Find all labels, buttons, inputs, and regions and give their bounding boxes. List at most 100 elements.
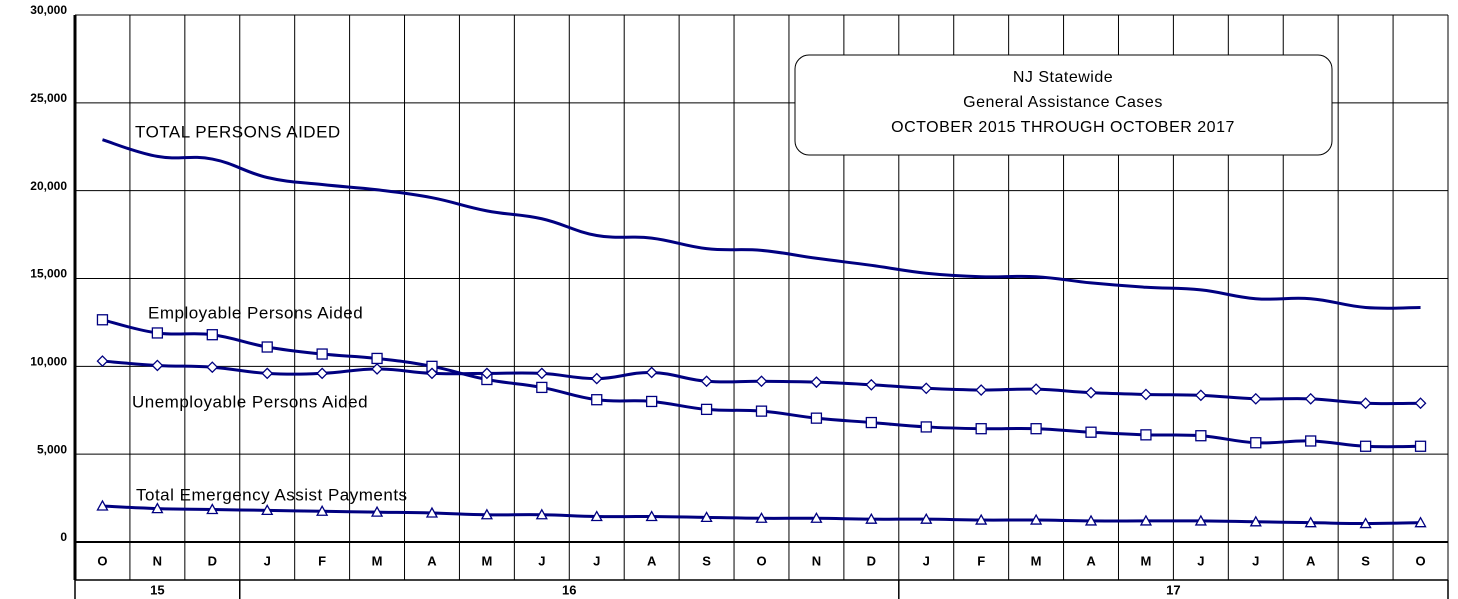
marker	[316, 367, 329, 380]
marker	[1250, 437, 1262, 449]
series-label: TOTAL PERSONS AIDED	[135, 122, 341, 141]
marker	[975, 423, 987, 435]
series-label: Unemployable Persons Aided	[132, 392, 368, 411]
marker	[975, 384, 988, 396]
marker	[535, 508, 548, 520]
marker	[920, 512, 933, 524]
marker	[1305, 435, 1317, 447]
marker	[755, 511, 768, 523]
x-tick-label: A	[1306, 553, 1316, 568]
marker	[480, 508, 494, 520]
marker	[1029, 513, 1043, 525]
marker	[1084, 514, 1098, 526]
y-tick-label: 5,000	[37, 442, 67, 456]
marker	[646, 395, 658, 408]
marker	[920, 421, 932, 433]
chart-title: NJ Statewide	[1013, 69, 1113, 86]
x-tick-label: A	[427, 553, 437, 568]
y-tick-label: 0	[60, 530, 67, 544]
marker	[370, 505, 384, 517]
x-tick-label: N	[812, 553, 821, 568]
marker	[316, 504, 329, 516]
marker	[810, 376, 823, 389]
marker	[755, 375, 768, 388]
marker	[1140, 429, 1152, 441]
year-label: 15	[150, 582, 164, 597]
marker	[426, 367, 438, 380]
series-line	[102, 138, 1421, 310]
marker	[1249, 515, 1262, 527]
marker	[755, 405, 768, 417]
series-label: Employable Persons Aided	[148, 303, 363, 322]
marker	[865, 378, 878, 391]
marker	[96, 355, 109, 367]
y-tick-label: 20,000	[30, 179, 67, 193]
marker	[151, 502, 164, 514]
marker	[316, 348, 328, 360]
marker	[1414, 516, 1427, 528]
x-tick-label: O	[97, 553, 107, 568]
marker	[371, 352, 383, 365]
marker	[1359, 440, 1372, 452]
marker	[425, 506, 439, 518]
marker	[96, 499, 109, 511]
marker	[700, 403, 713, 416]
marker	[975, 513, 988, 525]
marker	[96, 314, 109, 326]
marker	[865, 416, 877, 429]
x-tick-label: D	[867, 553, 876, 568]
x-tick-label: M	[1141, 553, 1152, 568]
x-tick-label: J	[1197, 553, 1204, 568]
marker	[535, 367, 548, 380]
marker	[206, 329, 218, 341]
y-tick-label: 30,000	[30, 3, 67, 17]
year-label: 16	[562, 582, 576, 597]
marker	[700, 375, 713, 388]
marker	[645, 510, 658, 522]
marker	[591, 394, 603, 406]
x-tick-label: J	[264, 553, 271, 568]
marker	[1359, 397, 1372, 410]
x-tick-label: J	[538, 553, 545, 568]
marker	[920, 382, 933, 395]
x-tick-label: D	[208, 553, 217, 568]
year-label: 17	[1166, 582, 1180, 597]
marker	[261, 341, 273, 353]
marker	[480, 367, 493, 380]
marker	[206, 503, 219, 515]
marker	[206, 361, 219, 374]
x-tick-label: J	[923, 553, 930, 568]
marker	[536, 381, 548, 394]
x-tick-label: F	[977, 553, 985, 568]
x-tick-label: S	[702, 553, 711, 568]
x-tick-label: J	[1252, 553, 1259, 568]
x-tick-label: J	[593, 553, 600, 568]
chart-title: OCTOBER 2015 THROUGH OCTOBER 2017	[891, 119, 1235, 136]
marker	[151, 359, 164, 372]
marker	[1414, 440, 1427, 452]
marker	[261, 504, 274, 516]
marker	[645, 366, 658, 379]
marker	[1085, 386, 1097, 399]
x-tick-label: S	[1361, 553, 1370, 568]
y-tick-label: 25,000	[30, 91, 67, 105]
marker	[371, 363, 383, 375]
marker	[151, 327, 164, 339]
marker	[810, 412, 823, 424]
marker	[1359, 517, 1372, 529]
marker	[1194, 389, 1207, 402]
marker	[1194, 514, 1207, 526]
marker	[810, 511, 823, 523]
x-tick-label: M	[481, 553, 492, 568]
x-tick-label: A	[647, 553, 657, 568]
marker	[1249, 392, 1262, 405]
x-tick-label: O	[756, 553, 766, 568]
marker	[1304, 392, 1317, 405]
x-tick-label: A	[1086, 553, 1096, 568]
x-tick-label: F	[318, 553, 326, 568]
x-tick-label: M	[1031, 553, 1042, 568]
marker	[1140, 388, 1152, 401]
marker	[1414, 397, 1427, 410]
marker	[1085, 426, 1097, 438]
